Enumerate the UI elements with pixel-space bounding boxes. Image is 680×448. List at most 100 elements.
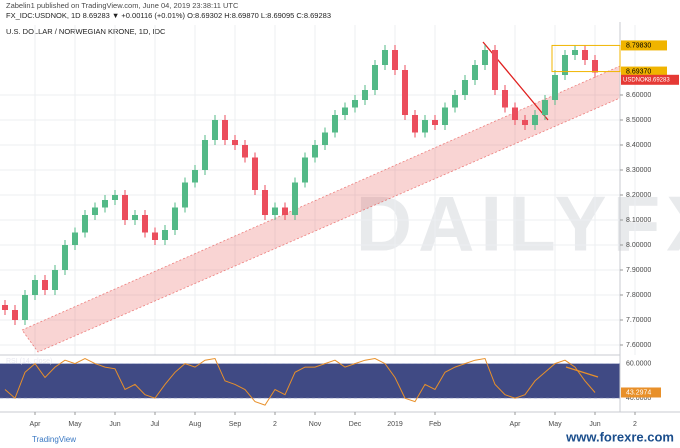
- candle-body: [362, 90, 368, 100]
- y-tick-label: 7.60000: [626, 342, 651, 349]
- rsi-tick-label: 60.0000: [626, 360, 651, 367]
- candle-body: [42, 280, 48, 290]
- candle-body: [492, 50, 498, 90]
- level-tag-label: 8.69370: [626, 68, 651, 75]
- candle-body: [442, 107, 448, 125]
- candle-body: [182, 182, 188, 208]
- candle-body: [562, 55, 568, 75]
- x-tick-label: Dec: [349, 421, 362, 428]
- footer-site: www.forexre.com: [565, 429, 674, 444]
- rsi-band: [0, 363, 620, 399]
- candle-body: [262, 190, 268, 215]
- rsi-line: [4, 357, 596, 406]
- candle-body: [22, 295, 28, 320]
- y-tick-label: 8.50000: [626, 117, 651, 124]
- candle-body: [192, 170, 198, 183]
- candle-body: [202, 140, 208, 170]
- candle-body: [252, 157, 258, 190]
- candle-body: [472, 65, 478, 80]
- rsi-tick-label: 40.0000: [626, 395, 651, 402]
- candle-body: [212, 120, 218, 140]
- candle-body: [82, 215, 88, 233]
- candle-body: [552, 75, 558, 100]
- candle-body: [402, 70, 408, 115]
- candle-body: [502, 90, 508, 108]
- candle-body: [302, 157, 308, 183]
- x-tick-label: Aug: [189, 421, 202, 428]
- candle-body: [152, 232, 158, 240]
- candle-body: [242, 145, 248, 158]
- candle-body: [162, 230, 168, 240]
- candle-body: [382, 50, 388, 65]
- candle-body: [12, 310, 18, 320]
- candle-body: [452, 95, 458, 108]
- candle-body: [72, 232, 78, 245]
- candle-body: [272, 207, 278, 215]
- footer-credit: TradingView: [32, 435, 76, 444]
- candle-body: [132, 215, 138, 220]
- candle-body: [112, 195, 118, 200]
- candle-body: [102, 200, 108, 208]
- x-tick-label: Jul: [151, 421, 160, 428]
- candle-body: [342, 107, 348, 115]
- symbol-line: FX_IDC:USDNOK, 1D 8.69283 ▼ +0.00116 (+0…: [6, 11, 331, 20]
- publish-line: Zabelin1 published on TradingView.com, J…: [6, 1, 239, 10]
- chart-title: U.S. DOLLAR / NORWEGIAN KRONE, 1D, IDC: [6, 27, 166, 36]
- candle-body: [122, 195, 128, 220]
- last-price-label: 8.69283: [648, 77, 670, 83]
- y-tick-label: 8.20000: [626, 192, 651, 199]
- candle-body: [222, 120, 228, 140]
- rsi-name: RSI (14, close): [6, 358, 52, 365]
- x-tick-label: May: [548, 421, 562, 428]
- y-tick-label: 7.70000: [626, 317, 651, 324]
- candle-body: [532, 115, 538, 125]
- candle-body: [592, 60, 598, 73]
- candle-body: [142, 215, 148, 233]
- rsi-trendline: [565, 366, 599, 378]
- x-tick-label: May: [68, 421, 82, 428]
- candle-body: [322, 132, 328, 145]
- candle-body: [232, 140, 238, 145]
- candle-body: [312, 145, 318, 158]
- candle-body: [542, 100, 548, 115]
- candle-body: [282, 207, 288, 215]
- candle-body: [32, 280, 38, 295]
- candle-body: [292, 182, 298, 215]
- x-tick-label: 2019: [387, 421, 403, 428]
- x-tick-label: Jun: [109, 421, 120, 428]
- y-tick-label: 7.80000: [626, 292, 651, 299]
- level-box: [551, 44, 621, 73]
- candle-body: [172, 207, 178, 230]
- candle-body: [52, 270, 58, 290]
- y-tick-label: 8.60000: [626, 92, 651, 99]
- y-tick-label: 8.40000: [626, 142, 651, 149]
- candle-body: [392, 50, 398, 70]
- y-tick-label: 8.30000: [626, 167, 651, 174]
- level-tag: [621, 66, 667, 77]
- watermark: DAILYFX: [356, 180, 680, 268]
- candle-body: [482, 50, 488, 65]
- level-tag: [621, 40, 667, 51]
- candle-body: [582, 50, 588, 60]
- candle-body: [372, 65, 378, 90]
- candle-body: [62, 245, 68, 270]
- candle-body: [522, 120, 528, 125]
- x-tick-label: Feb: [429, 421, 441, 428]
- candle-body: [352, 100, 358, 108]
- candle-body: [92, 207, 98, 215]
- candle-body: [422, 120, 428, 133]
- y-tick-label: 7.90000: [626, 267, 651, 274]
- x-tick-label: Apr: [510, 421, 522, 428]
- candle-body: [512, 107, 518, 120]
- candle-body: [2, 305, 8, 310]
- y-tick-label: 8.10000: [626, 217, 651, 224]
- last-price-name: USDNOK: [623, 77, 649, 83]
- candle-body: [432, 120, 438, 125]
- x-tick-label: Jun: [589, 421, 600, 428]
- y-tick-label: 8.00000: [626, 242, 651, 249]
- x-tick-label: 2: [273, 421, 277, 428]
- x-tick-label: Apr: [30, 421, 42, 428]
- candle-body: [412, 115, 418, 133]
- x-tick-label: Nov: [309, 421, 322, 428]
- candle-body: [332, 115, 338, 133]
